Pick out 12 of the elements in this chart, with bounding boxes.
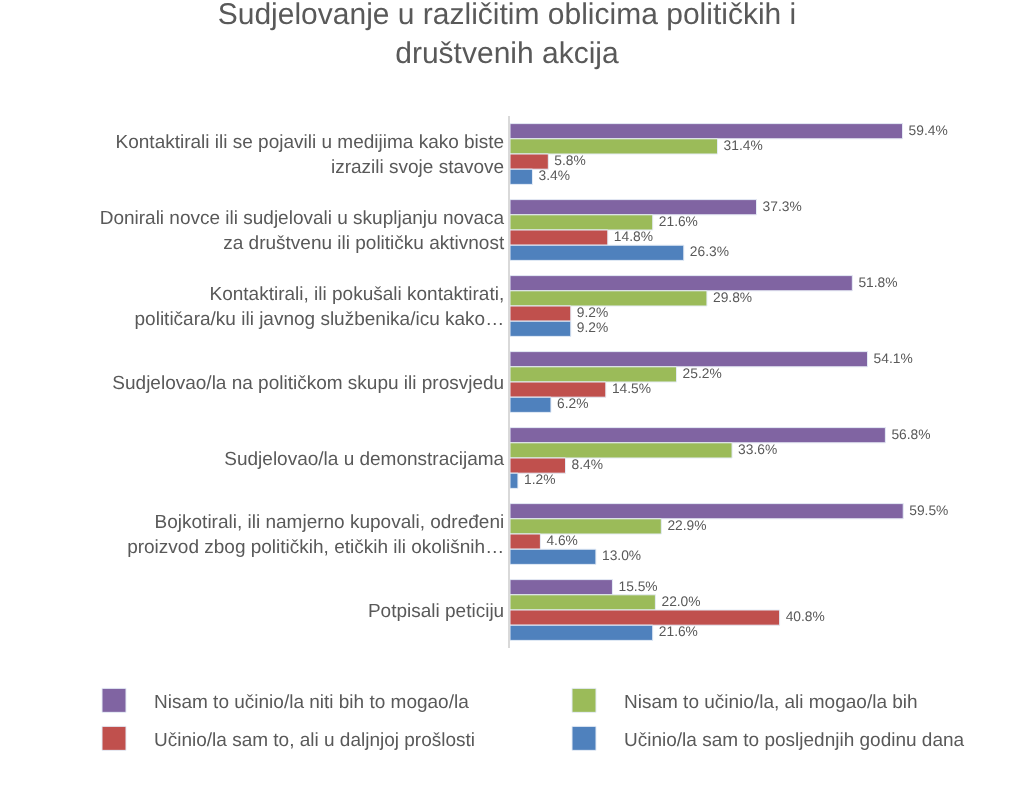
y-tick-label: Potpisali peticiju [367, 600, 505, 623]
legend-label: Učinio/la sam to posljednjih godinu dana [624, 729, 966, 752]
legend-label: Nisam to učinio/la niti bih to mogao/la [154, 691, 471, 714]
legend-label: Učinio/la sam to, ali u daljnjoj prošlosti [154, 729, 476, 752]
chart-title: Sudjelovanje u različitim oblicima političkih i društvenih akcija [217, 0, 797, 71]
y-tick-label: Kontaktirali, ili pokušali kontaktirati, političara/ku ili javnog službenika/icu kako… [134, 284, 505, 331]
y-tick-label: Sudjelovao/la u demonstracijama [224, 448, 506, 471]
y-tick-label: Sudjelovao/la na političkom skupu ili prosvjedu [112, 372, 505, 395]
y-tick-label: Donirali novce ili sudjelovali u skupljanju novaca za društvenu ili političku aktivnost [99, 208, 506, 255]
y-tick-label: Kontaktirali ili se pojavili u medijima kako biste izrazili svoje stavove [115, 132, 505, 179]
legend-label: Nisam to učinio/la, ali mogao/la bih [624, 691, 918, 714]
y-tick-label: Bojkotirali, ili namjerno kupovali, određeni proizvod zbog političkih, etičkih ili okolišnih… [127, 512, 505, 559]
